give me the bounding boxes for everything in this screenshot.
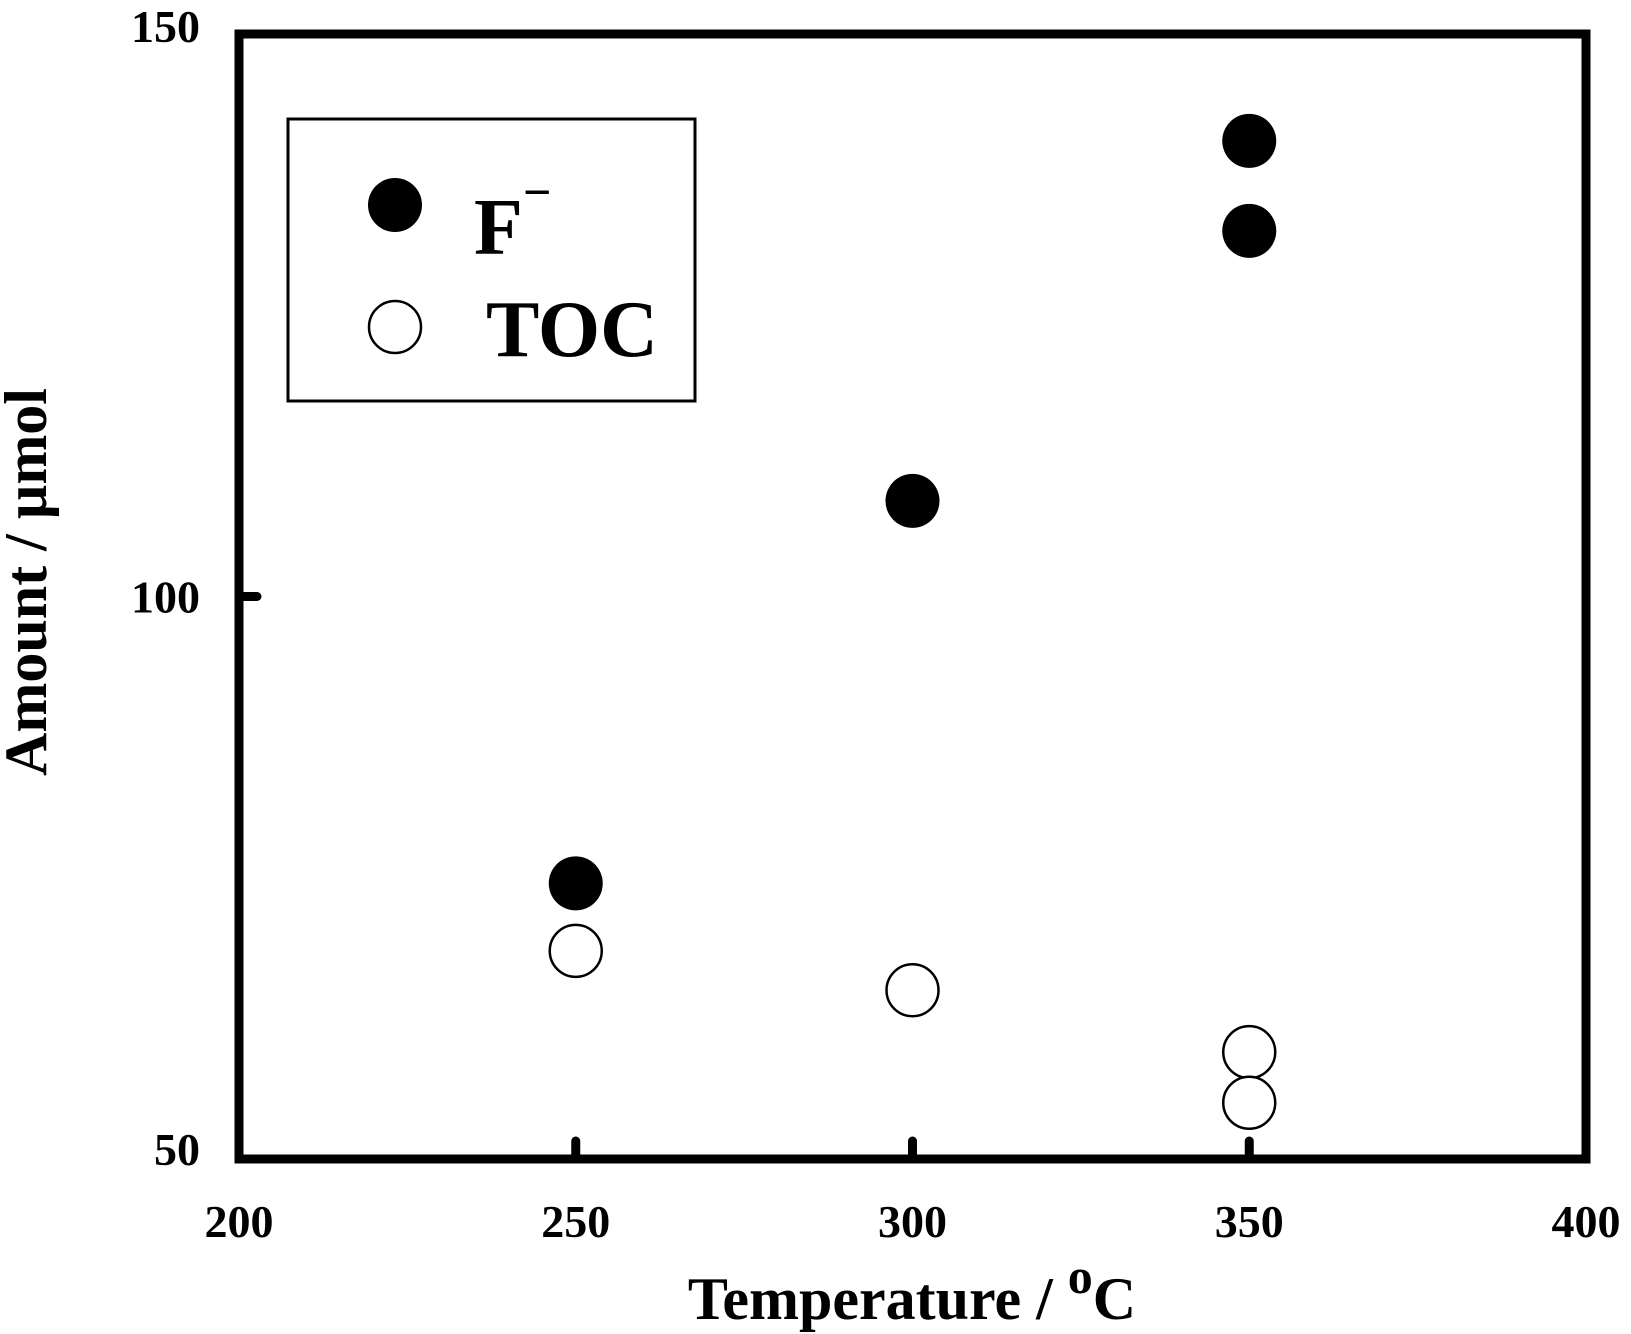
f-data-point bbox=[548, 856, 603, 911]
data-points bbox=[548, 113, 1277, 1130]
toc-data-point bbox=[1222, 1024, 1277, 1080]
legend-marker-filled-circle-icon bbox=[368, 178, 422, 232]
x-axis-title: Temperature / oC bbox=[688, 1248, 1136, 1332]
f-data-point bbox=[1222, 113, 1277, 168]
x-tick-label: 300 bbox=[878, 1196, 947, 1247]
x-tick-label: 350 bbox=[1215, 1196, 1284, 1247]
f-data-point bbox=[1222, 203, 1277, 258]
y-axis-tick-labels: 50 100 150 bbox=[131, 1, 200, 1175]
toc-data-point bbox=[548, 923, 603, 979]
x-axis-tick-labels: 200 250 300 350 400 bbox=[205, 1196, 1621, 1247]
y-tick-label: 50 bbox=[154, 1124, 200, 1175]
toc-data-point bbox=[885, 963, 940, 1018]
legend: F− TOC bbox=[286, 117, 697, 403]
toc-data-point bbox=[1222, 1075, 1277, 1130]
y-tick-label: 100 bbox=[131, 572, 200, 623]
y-tick-label: 150 bbox=[131, 1, 200, 52]
x-axis-ticks bbox=[571, 1136, 1254, 1164]
legend-label-f: F− bbox=[474, 164, 551, 272]
legend-box bbox=[286, 117, 697, 403]
f-data-point bbox=[885, 473, 940, 528]
legend-label-toc: TOC bbox=[486, 286, 658, 374]
x-tick-label: 400 bbox=[1552, 1196, 1621, 1247]
x-tick-label: 200 bbox=[205, 1196, 274, 1247]
x-tick-label: 250 bbox=[541, 1196, 610, 1247]
y-axis-title: Amount / µmol bbox=[0, 388, 59, 776]
legend-marker-open-circle-icon bbox=[367, 299, 423, 355]
